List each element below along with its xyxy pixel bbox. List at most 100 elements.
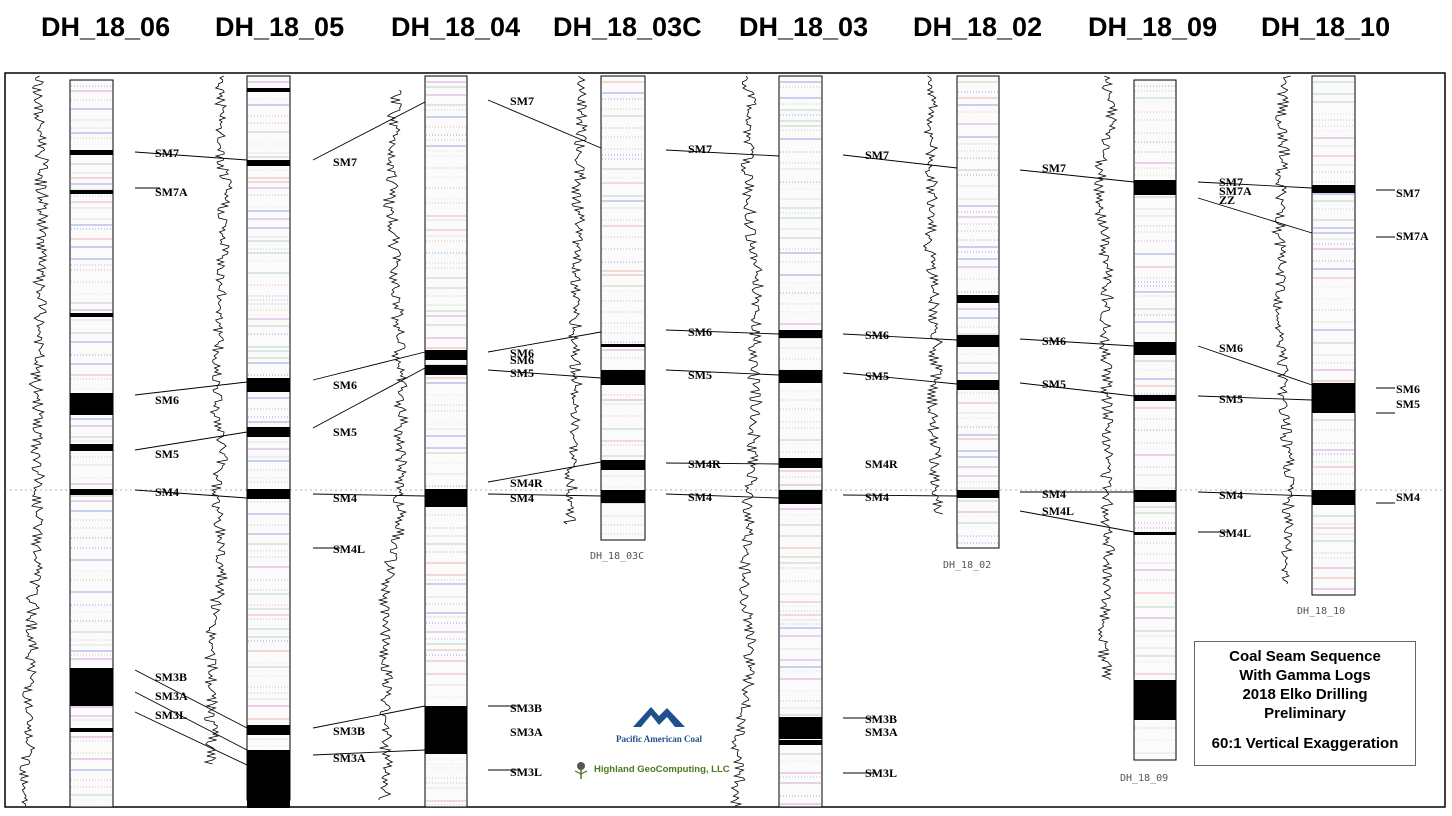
correlation-line	[134, 691, 248, 751]
coal-seam	[779, 490, 822, 504]
coal-seam	[1134, 490, 1176, 502]
seam-label-sm7: SM7	[155, 146, 179, 160]
coal-seam	[601, 490, 645, 503]
correlation-line	[134, 489, 248, 499]
seam-label-sm6: SM6	[1219, 341, 1243, 355]
legend-line-1: Coal Seam Sequence	[1229, 648, 1381, 665]
seam-label-sm4l: SM4L	[1042, 504, 1074, 518]
seam-label-sm3b: SM3B	[333, 724, 365, 738]
coal-seam	[601, 370, 645, 385]
seam-label-sm6: SM6	[333, 378, 357, 392]
seam-label-sm4: SM4	[333, 491, 357, 505]
seam-label-sm4l: SM4L	[333, 542, 365, 556]
seam-label-sm3l: SM3L	[865, 766, 897, 780]
coal-seam	[779, 717, 822, 739]
pacific-american-coal-name: Pacific American Coal	[616, 734, 702, 744]
seam-label-sm4: SM4	[688, 490, 712, 504]
seam-label-sm7a: SM7A	[1219, 184, 1252, 198]
seam-label-sm5: SM5	[1396, 397, 1420, 411]
correlation-line	[134, 431, 248, 451]
seam-label-sm7a: SM7A	[155, 185, 188, 199]
coal-seam	[425, 350, 467, 360]
seam-label-sm5: SM5	[155, 447, 179, 461]
seam-label-sm6: SM6	[510, 353, 534, 367]
coal-seam	[247, 378, 290, 392]
seam-label-sm3a: SM3A	[333, 751, 366, 765]
correlation-line	[665, 149, 780, 157]
seam-label-sm5: SM5	[865, 369, 889, 383]
gamma-logs	[18, 75, 1296, 807]
lithology-column	[1133, 79, 1177, 761]
correlation-line	[665, 329, 780, 335]
seam-label-sm7a: SM7A	[1396, 229, 1429, 243]
seam-labels: SM7 SM7A SM6 SM5 SM4 SM3B SM3A SM3L SM7 …	[155, 94, 1429, 780]
correlation-line	[665, 493, 780, 499]
coal-seam	[779, 740, 822, 745]
column-outline	[600, 75, 646, 541]
seam-label-sm3b: SM3B	[155, 670, 187, 684]
correlation-line	[312, 749, 426, 756]
seam-label-sm7: SM7	[688, 142, 712, 156]
correlation-line	[312, 493, 426, 497]
correlation-line	[487, 461, 602, 483]
column-outline	[1311, 75, 1356, 596]
lithology-column	[778, 75, 823, 808]
coal-seam	[70, 668, 113, 706]
pacific-american-coal-logo: Pacific American Coal	[604, 703, 714, 745]
coal-seam	[247, 750, 290, 808]
seam-label-sm4r: SM4R	[865, 457, 898, 471]
seam-label-sm4r: SM4R	[510, 476, 543, 490]
coal-seam	[425, 706, 467, 754]
hole-title-dh-18-10: DH_18_10	[1261, 12, 1391, 42]
coal-seam	[70, 313, 113, 317]
coal-seam	[1312, 185, 1355, 193]
coal-seam	[1134, 395, 1176, 401]
correlation-line	[1197, 345, 1313, 386]
coal-seam	[1134, 532, 1176, 535]
seam-label-sm7: SM7	[333, 155, 357, 169]
seam-label-sm3a: SM3A	[510, 725, 543, 739]
coal-seam	[247, 88, 290, 92]
seam-label-sm3a: SM3A	[155, 689, 188, 703]
correlation-line	[1019, 382, 1135, 397]
coal-seam	[957, 490, 999, 498]
column-outline	[246, 75, 291, 801]
column-caption-dh-18-10: DH_18_10	[1297, 606, 1345, 617]
coal-seam	[247, 160, 290, 166]
seam-label-sm4r: SM4R	[688, 457, 721, 471]
panel-frame	[4, 72, 1446, 808]
legend-exaggeration: 60:1 Vertical Exaggeration	[1211, 735, 1399, 752]
seam-label-sm4: SM4	[865, 490, 889, 504]
correlation-line	[134, 381, 248, 396]
gamma-log-trace	[18, 75, 50, 807]
coal-seam	[1134, 342, 1176, 355]
correlation-line	[665, 369, 780, 376]
column-captions: DH_18_03C DH_18_02 DH_18_09 DH_18_10	[590, 551, 1345, 784]
legend-line-3: 2018 Elko Drilling	[1242, 686, 1368, 703]
coal-seam	[70, 150, 113, 155]
lithology-column	[956, 75, 1000, 549]
lithology-column	[246, 75, 291, 808]
seam-label-sm5: SM5	[1219, 392, 1243, 406]
coal-seam	[247, 427, 290, 437]
coal-seam	[247, 489, 290, 499]
correlation-line	[487, 331, 602, 353]
seam-label-sm7: SM7	[1219, 175, 1243, 189]
seam-label-sm7: SM7	[1042, 161, 1066, 175]
correlation-line	[1019, 169, 1135, 183]
correlation-line	[1019, 338, 1135, 347]
legend-line-4: Preliminary	[1264, 705, 1346, 722]
correlation-line	[487, 493, 602, 497]
hole-title-dh-18-06: DH_18_06	[41, 12, 171, 42]
seam-label-sm3l: SM3L	[155, 708, 187, 722]
seam-label-sm6: SM6	[865, 328, 889, 342]
hole-title-dh-18-09: DH_18_09	[1088, 12, 1218, 42]
correlation-line	[842, 154, 958, 169]
column-outline	[778, 75, 823, 808]
coal-seam	[1134, 680, 1176, 720]
lithology-column	[424, 75, 468, 808]
correlation-line	[487, 99, 602, 149]
seam-label-sm5: SM5	[688, 368, 712, 382]
lithology-column	[1311, 75, 1356, 596]
